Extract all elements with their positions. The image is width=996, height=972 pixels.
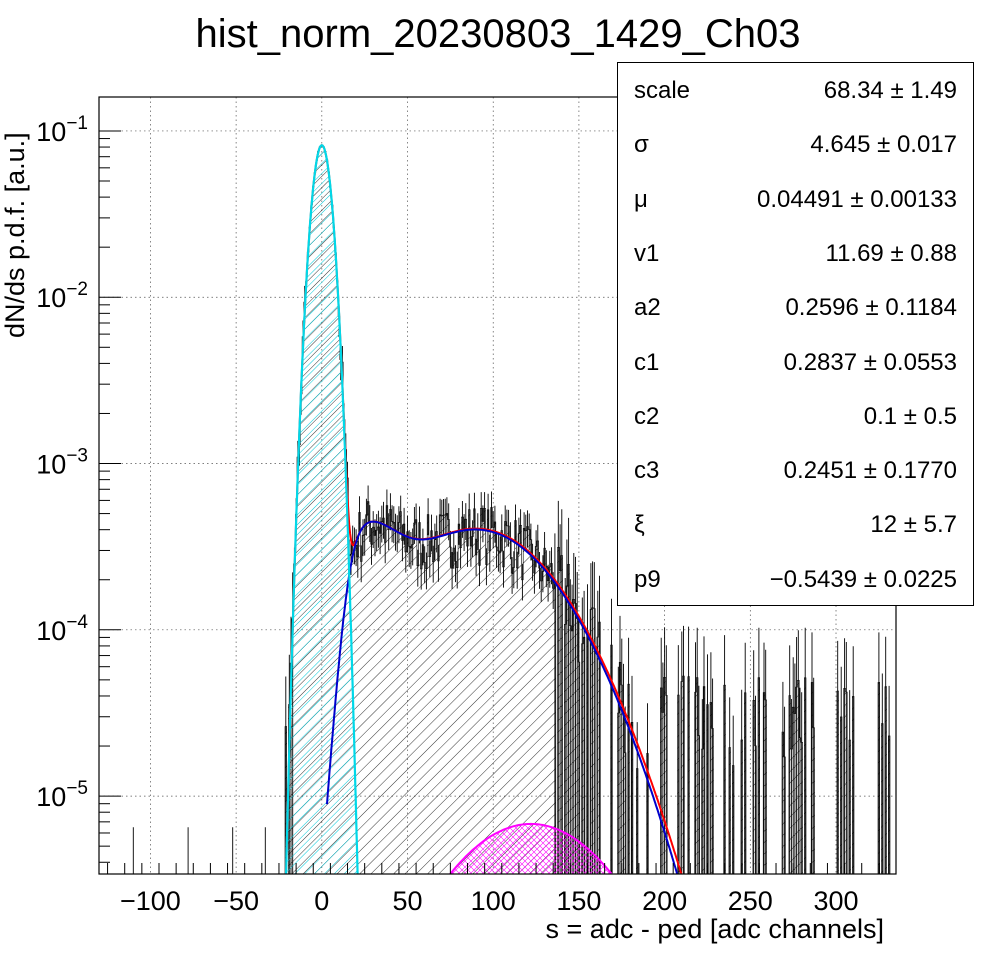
stats-row: μ 0.04491 ± 0.00133 — [618, 172, 973, 226]
stats-param-name: v1 — [634, 240, 659, 268]
x-axis-title: s = adc - ped [adc channels] — [546, 914, 884, 944]
x-tick-label: 50 — [392, 886, 422, 916]
y-tick-label: 10−1 — [36, 113, 88, 147]
y-tick-label: 10−2 — [36, 279, 88, 313]
stats-row: scale 68.34 ± 1.49 — [618, 63, 973, 117]
stats-param-value: 0.1 ± 0.5 — [864, 403, 957, 431]
stats-row: c2 0.1 ± 0.5 — [618, 389, 973, 443]
stats-row: ξ 12 ± 5.7 — [618, 497, 973, 551]
stats-param-name: ξ — [634, 511, 645, 539]
x-tick-label: 100 — [471, 886, 516, 916]
x-tick-label: −50 — [213, 886, 259, 916]
x-tick-label: 0 — [314, 886, 329, 916]
stats-param-value: 68.34 ± 1.49 — [824, 77, 957, 105]
x-tick-label: 300 — [813, 886, 858, 916]
stats-row: p9 −0.5439 ± 0.0225 — [618, 552, 973, 606]
stats-param-value: 4.645 ± 0.017 — [810, 131, 957, 159]
stats-row: c3 0.2451 ± 0.1770 — [618, 443, 973, 497]
stats-row: v1 11.69 ± 0.88 — [618, 226, 973, 280]
stats-param-value: −0.5439 ± 0.0225 — [770, 566, 957, 594]
stats-param-value: 0.2837 ± 0.0553 — [784, 349, 957, 377]
stats-param-value: 11.69 ± 0.88 — [826, 240, 958, 268]
x-tick-label: 200 — [642, 886, 687, 916]
stats-param-value: 0.2596 ± 0.1184 — [785, 294, 957, 322]
stats-param-name: σ — [634, 131, 649, 159]
y-tick-labels: 10−1 10−2 10−3 10−4 10−5 — [36, 113, 88, 812]
stats-row: c1 0.2837 ± 0.0553 — [618, 335, 973, 389]
y-tick-label: 10−5 — [36, 778, 88, 812]
x-tick-labels: −100 −50 0 50 100 150 200 250 300 — [120, 886, 859, 916]
stats-param-name: p9 — [634, 566, 661, 594]
y-axis-title: dN/ds p.d.f. [a.u.] — [0, 132, 30, 338]
stats-param-name: c1 — [634, 349, 659, 377]
stats-param-name: scale — [634, 77, 690, 105]
fit-stats-box: scale 68.34 ± 1.49 σ 4.645 ± 0.017 μ 0.04491 … — [617, 62, 974, 606]
stats-param-name: c2 — [634, 403, 659, 431]
stats-param-name: a2 — [634, 294, 661, 322]
x-tick-label: −100 — [120, 886, 181, 916]
x-tick-label: 150 — [556, 886, 601, 916]
stats-row: σ 4.645 ± 0.017 — [618, 117, 973, 171]
stats-param-value: 0.2451 ± 0.1770 — [784, 457, 957, 485]
y-tick-label: 10−3 — [36, 446, 88, 480]
stats-param-name: c3 — [634, 457, 659, 485]
stats-param-value: 0.04491 ± 0.00133 — [757, 186, 957, 214]
stats-param-name: μ — [634, 186, 648, 214]
y-tick-label: 10−4 — [36, 612, 88, 646]
stats-param-value: 12 ± 5.7 — [870, 511, 957, 539]
x-tick-label: 250 — [728, 886, 773, 916]
stats-row: a2 0.2596 ± 0.1184 — [618, 280, 973, 334]
